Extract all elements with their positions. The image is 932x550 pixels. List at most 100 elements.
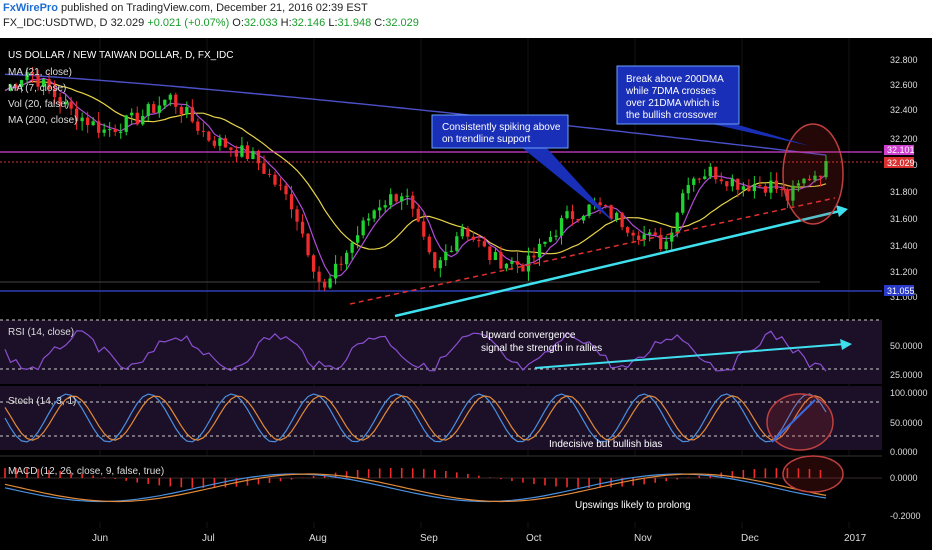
candle-down [758, 176, 762, 189]
candle-down [47, 72, 51, 94]
candle-down [295, 205, 299, 231]
candle-down [416, 204, 420, 223]
candle-up [648, 229, 652, 242]
macd-hist-bar [59, 470, 61, 478]
candle-up [356, 226, 360, 249]
candle-up [378, 199, 382, 218]
stoch-note: Indecisive but bullish bias [549, 439, 662, 450]
candle-up [796, 180, 801, 192]
candle-down [411, 191, 415, 217]
candle-up [504, 263, 509, 272]
candle-up [130, 108, 134, 125]
macd-hist-bar [610, 478, 612, 488]
candle-down [262, 155, 266, 175]
macd-hist-bar [48, 469, 50, 478]
candle-up [108, 122, 112, 137]
macd-hist-bar [213, 478, 216, 488]
candle-down [515, 252, 520, 273]
candle-down [152, 101, 156, 114]
rsi-label: RSI (14, close) [8, 327, 74, 338]
candle-up [444, 244, 448, 266]
candle-down [267, 168, 272, 178]
candle-up [367, 213, 371, 226]
macd-hist-bar [400, 468, 403, 478]
candle-up [251, 147, 255, 160]
macd-hist-bar [257, 478, 260, 485]
candle-up [102, 123, 106, 137]
candle-up [80, 112, 84, 131]
last-price: 32.029 [110, 17, 145, 29]
candle-up [581, 214, 586, 224]
candle-up [438, 256, 442, 278]
candle-up [8, 83, 13, 92]
candle-down [196, 118, 200, 135]
stoch-label: Stoch (14, 3, 1) [8, 396, 76, 407]
candle-down [625, 226, 630, 237]
candle-down [598, 197, 602, 214]
macd-hist-bar [26, 468, 28, 478]
candle-down [113, 124, 117, 137]
rsi-tick: 50.0000 [890, 341, 923, 351]
candle-down [482, 236, 487, 248]
y-tick-label: 31.600 [890, 214, 918, 224]
candle-up [163, 99, 167, 110]
macd-hist-bar [797, 468, 800, 478]
macd-hist-bar [290, 478, 293, 480]
candle-down [223, 135, 228, 148]
rsi-arrowhead [840, 339, 852, 350]
candle-up [791, 180, 795, 207]
macd-note: Upswings likely to prolong [575, 500, 691, 511]
candle-down [774, 172, 779, 194]
callout-1-line-2: on trendline support [442, 134, 531, 145]
x-tick-label: Sep [420, 533, 438, 544]
candle-up [587, 204, 591, 219]
candle-down [725, 180, 729, 192]
macd-hist-bar [356, 470, 359, 478]
candle-down [306, 232, 310, 258]
candle-down [135, 106, 139, 126]
trading-chart[interactable]: 32.800 32.600 32.400 32.200 32.000 31.80… [0, 38, 932, 550]
candle-up [405, 188, 409, 206]
candle-up [124, 114, 128, 136]
trendline-arrowhead [836, 205, 848, 217]
candle-up [548, 231, 553, 243]
candle-down [659, 227, 663, 252]
x-tick-label: Jun [92, 533, 108, 544]
candle-down [284, 183, 288, 201]
rsi-note-1: Upward convergence [481, 330, 576, 341]
brand-name[interactable]: FxWirePro [3, 2, 58, 14]
macd-hist-bar [742, 469, 745, 478]
candle-down [609, 204, 613, 221]
candle-up [240, 136, 244, 158]
candle-down [488, 246, 492, 265]
candle-up [328, 275, 332, 290]
candle-down [603, 204, 608, 209]
y-tick-label: 31.400 [890, 241, 918, 251]
candle-up [741, 182, 745, 197]
legend-ma21: MA (21, close) [8, 67, 72, 78]
macd-hist-bar [643, 478, 645, 485]
close-value: 32.029 [385, 17, 419, 29]
candle-up [119, 123, 123, 139]
rsi-note-2: signal the strength in rallies [481, 343, 602, 354]
candle-down [736, 178, 740, 198]
candle-down [322, 278, 327, 291]
candle-up [350, 241, 354, 260]
publish-info: FxWirePro published on TradingView.com, … [3, 2, 368, 18]
macd-hist-bar [511, 478, 513, 481]
resistance-price-label: 32.101 [887, 145, 915, 155]
callout-2-line-1: Break above 200DMA [626, 74, 724, 85]
candle-down [207, 130, 211, 143]
candle-up [614, 211, 619, 223]
candle-down [433, 251, 437, 272]
rsi-tick: 25.0000 [890, 370, 923, 380]
ma200-line [4, 73, 827, 156]
candle-down [631, 229, 635, 244]
candle-up [25, 67, 29, 84]
candle-up [692, 176, 696, 192]
macd-hist-bar [445, 470, 447, 478]
macd-signal-line [4, 473, 827, 503]
highlight-circle-macd [782, 455, 844, 493]
macd-hist-bar [676, 478, 679, 480]
resistance-price-tag [884, 145, 914, 155]
